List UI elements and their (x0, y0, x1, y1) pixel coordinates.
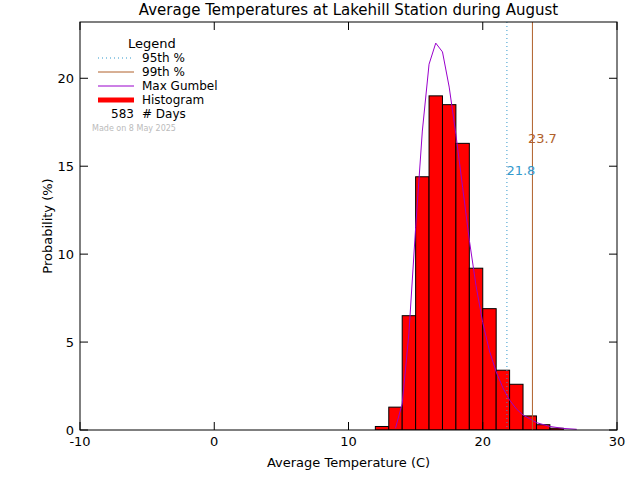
y-tick (609, 430, 617, 431)
x-axis-label: Average Temperature (C) (267, 455, 430, 470)
x-tick-label: 0 (210, 434, 218, 449)
percentile-line (506, 22, 507, 430)
histogram-bar (469, 268, 482, 430)
histogram-bar (510, 384, 523, 430)
y-axis-label: Probability (%) (40, 178, 55, 273)
percentile-label: 21.8 (506, 163, 535, 178)
x-tick (617, 22, 618, 30)
legend-label: Histogram (142, 93, 204, 107)
legend-title: Legend (128, 36, 176, 51)
histogram-bar (416, 177, 429, 430)
legend-label: Max Gumbel (142, 79, 218, 93)
x-tick (482, 422, 483, 430)
histogram-bar (483, 309, 496, 430)
y-tick (609, 78, 617, 79)
legend-label: 95th % (142, 51, 185, 65)
histogram-bar (375, 426, 388, 430)
legend: Legend95th %99th %Max GumbelHistogram 583… (92, 36, 218, 133)
y-tick (80, 166, 88, 167)
x-tick (617, 422, 618, 430)
plot-frame (80, 22, 617, 430)
percentile-label: 23.7 (528, 131, 557, 146)
legend-swatch (98, 72, 134, 73)
x-tick (348, 22, 349, 30)
legend-swatch (98, 86, 134, 87)
legend-label: 99th % (142, 65, 185, 79)
days-label: # Days (142, 107, 186, 121)
y-tick (80, 78, 88, 79)
x-tick-label: 30 (609, 434, 626, 449)
y-tick-label: 15 (57, 159, 74, 174)
percentile-line (532, 22, 533, 430)
x-tick (80, 422, 81, 430)
y-tick-label: 10 (57, 247, 74, 262)
histogram-bar (496, 370, 509, 430)
histogram-bar (442, 105, 455, 430)
y-tick-label: 5 (66, 335, 74, 350)
y-tick-label: 0 (66, 423, 74, 438)
legend-swatch (98, 58, 134, 59)
x-tick (214, 422, 215, 430)
background (0, 0, 640, 480)
days-count: 583 (111, 107, 134, 121)
title: Average Temperatures at Lakehill Station… (139, 1, 558, 19)
x-tick (482, 22, 483, 30)
y-tick-label: 20 (57, 71, 74, 86)
gumbel-line (395, 43, 576, 429)
y-tick (80, 430, 88, 431)
y-tick (80, 254, 88, 255)
x-tick (348, 422, 349, 430)
x-tick-label: 20 (474, 434, 491, 449)
y-tick (609, 342, 617, 343)
y-tick (609, 254, 617, 255)
histogram-bar (523, 416, 536, 430)
histogram-bar (429, 96, 442, 430)
y-tick (80, 342, 88, 343)
y-tick (609, 166, 617, 167)
legend-swatch (98, 98, 134, 103)
x-tick-label: 10 (340, 434, 357, 449)
made-on-note: Made on 8 May 2025 (92, 124, 176, 133)
x-tick (214, 22, 215, 30)
chart: 21.823.7-10010203005101520Average Temper… (0, 0, 640, 480)
plot-area (375, 22, 576, 430)
x-tick (80, 22, 81, 30)
